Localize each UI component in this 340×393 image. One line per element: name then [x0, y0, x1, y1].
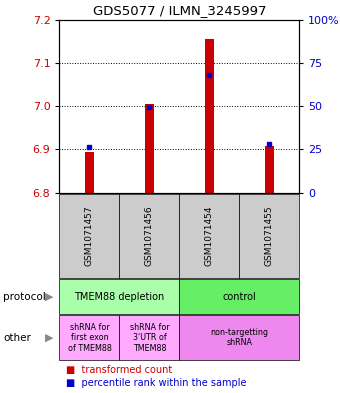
Text: ▶: ▶ — [45, 333, 54, 343]
Text: ▶: ▶ — [45, 292, 54, 302]
Bar — [85, 152, 94, 193]
Text: shRNA for
3'UTR of
TMEM88: shRNA for 3'UTR of TMEM88 — [130, 323, 169, 353]
Bar — [180, 194, 239, 278]
Text: GSM1071454: GSM1071454 — [205, 206, 214, 266]
Bar — [59, 315, 119, 360]
Bar — [59, 279, 180, 314]
Bar — [205, 39, 214, 193]
Bar — [59, 194, 119, 278]
Bar — [119, 194, 179, 278]
Text: ■  transformed count: ■ transformed count — [66, 365, 173, 375]
Text: GSM1071456: GSM1071456 — [145, 206, 154, 266]
Text: non-targetting
shRNA: non-targetting shRNA — [210, 328, 268, 347]
Text: other: other — [3, 333, 31, 343]
Title: GDS5077 / ILMN_3245997: GDS5077 / ILMN_3245997 — [92, 4, 266, 17]
Text: GSM1071457: GSM1071457 — [85, 206, 94, 266]
Text: GSM1071455: GSM1071455 — [265, 206, 274, 266]
Bar — [145, 104, 154, 193]
Text: control: control — [222, 292, 256, 302]
Bar — [239, 194, 299, 278]
Bar — [180, 279, 299, 314]
Bar — [265, 146, 274, 193]
Text: shRNA for
first exon
of TMEM88: shRNA for first exon of TMEM88 — [68, 323, 112, 353]
Bar — [180, 315, 299, 360]
Bar — [119, 315, 179, 360]
Text: TMEM88 depletion: TMEM88 depletion — [74, 292, 165, 302]
Text: ■  percentile rank within the sample: ■ percentile rank within the sample — [66, 378, 247, 388]
Text: protocol: protocol — [3, 292, 46, 302]
